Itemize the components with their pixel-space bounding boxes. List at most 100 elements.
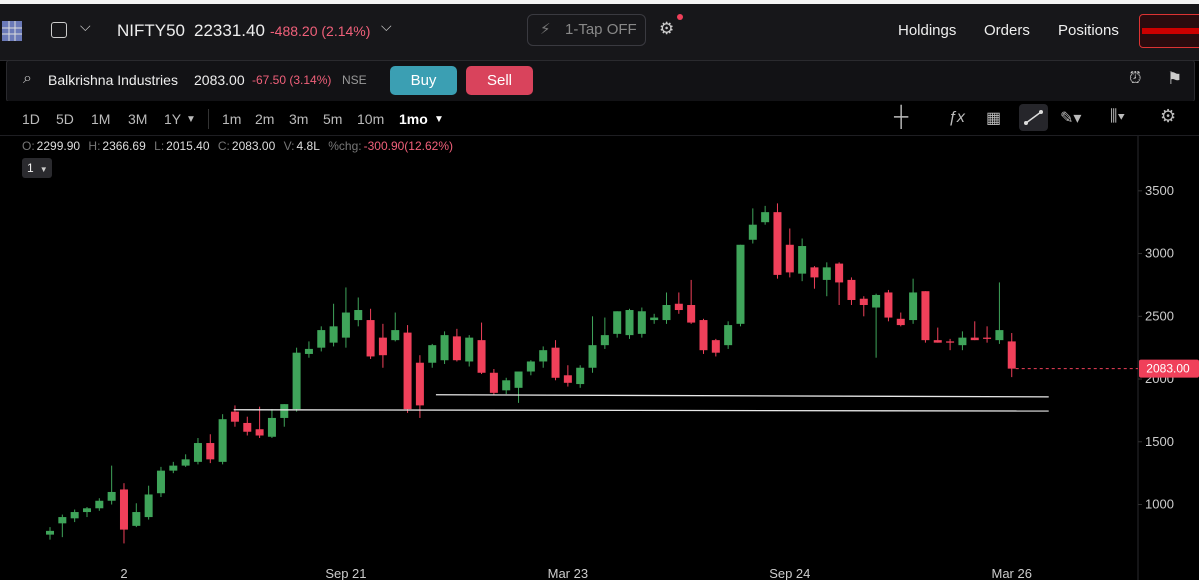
notification-dot [677,14,683,20]
candle-body [662,305,671,321]
candle-body [687,305,696,323]
candle-body [132,512,141,526]
candle-body [736,244,745,324]
settings-icon[interactable]: ⚙ [659,19,675,38]
pane-selector[interactable]: 1 ▼ [22,158,52,178]
interval-button[interactable]: 1m [222,111,242,127]
instrument-price: 2083.00 [194,72,245,88]
interval-button[interactable]: 3m [289,111,309,127]
legend-label: L: [154,139,165,153]
nav-link[interactable]: Orders [984,22,1030,39]
candle-body [144,494,153,518]
candle-body [206,443,215,460]
candle-body [551,347,560,378]
y-tick-label: 1000 [1145,497,1174,512]
legend-label: %chg: [328,139,362,153]
nav-link[interactable]: Positions [1058,22,1119,39]
drawn-line [435,394,1049,398]
candle-body [921,291,930,341]
account-box[interactable] [1139,14,1199,48]
indicator-icon[interactable]: ƒx [948,109,965,126]
chart-settings-icon[interactable]: ⚙ [1160,106,1177,126]
range-button[interactable]: 3M [128,111,148,127]
x-tick-label: Mar 26 [992,566,1032,580]
index-change: -488.20 (2.14%) [270,23,371,39]
line-tool-icon [1024,110,1043,125]
legend-value: 2366.69 [102,139,146,153]
checkbox[interactable] [51,22,67,38]
candle-body [576,367,585,385]
y-tick-label: 3500 [1145,183,1174,198]
chevron[interactable]: ⌵ [80,18,91,34]
candle-body [304,348,313,354]
chart-type-icon[interactable]: ⫼▾ [1110,108,1126,125]
search-icon[interactable]: ⌕ [23,70,32,87]
candle-body [119,489,128,530]
candle-body [230,411,239,422]
last-price-label: 2083.00 [1146,362,1190,376]
candle-body [872,294,881,308]
logo[interactable] [0,18,26,44]
templates-icon[interactable]: ▦ [986,110,1002,127]
candle-body [354,310,363,321]
candle-body [107,491,116,501]
range-button[interactable]: 1D [22,111,40,127]
candle-body [958,337,967,346]
buy-button[interactable]: Buy [390,66,457,95]
candle-body [773,212,782,275]
instrument-bar: ⌕ Balkrishna Industries 2083.00 -67.50 (… [6,60,1195,102]
interval-button[interactable]: 2m [255,111,275,127]
window-edge [0,0,1199,4]
y-tick-label: 2500 [1145,308,1174,323]
candle-body [193,443,202,462]
candle-body [489,372,498,393]
candle-body [933,340,942,343]
sell-button[interactable]: Sell [466,66,533,95]
candle-body [810,267,819,278]
interval-button[interactable]: 5m [323,111,343,127]
candle-body [995,330,1004,341]
interval-button[interactable]: 10m [357,111,385,127]
candle-body [539,350,548,362]
legend-label: O: [22,139,35,153]
candle-body [859,298,868,306]
candle-body [613,311,622,334]
instrument-name[interactable]: Balkrishna Industries [48,72,178,88]
candle-body [465,337,474,362]
candle-body [785,244,794,273]
candle-body [847,279,856,300]
one-tap-button[interactable]: ⚡︎ 1-Tap OFF [527,14,646,46]
candle-body [378,337,387,356]
bolt-icon: ⚡︎ [540,21,551,38]
alarm-icon[interactable]: ⏰︎ [1129,70,1142,87]
one-tap-label: 1-Tap OFF [565,21,637,38]
legend-value: 2015.40 [166,139,210,153]
chevron[interactable]: ▼ [434,114,444,125]
x-tick-label: 2 [120,566,127,580]
candle-body [255,429,264,436]
candle-body [70,512,79,519]
legend-label: V: [283,139,295,153]
candle-body [650,317,659,321]
line-tool-button[interactable] [1019,104,1048,131]
draw-icon[interactable]: ✎▾ [1060,110,1082,127]
chevron[interactable]: ⌵ [381,18,392,34]
bookmark-icon[interactable]: ⚑ [1167,69,1183,88]
interval-button-active[interactable]: 1mo [399,111,428,127]
candle-body [341,312,350,338]
candle-body [292,352,301,410]
candle-body [699,320,708,351]
candle-body [946,341,955,343]
candle-body [563,375,572,383]
range-button[interactable]: 1M [91,111,111,127]
candle-body [415,362,424,406]
crosshair-icon[interactable]: ┼ [894,106,909,128]
nav-link[interactable]: Holdings [898,22,957,39]
range-button[interactable]: 1Y [164,111,182,127]
range-button[interactable]: 5D [56,111,74,127]
chevron[interactable]: ▼ [186,114,196,125]
index-name[interactable]: NIFTY50 [117,21,186,40]
x-tick-label: Sep 21 [325,566,366,580]
